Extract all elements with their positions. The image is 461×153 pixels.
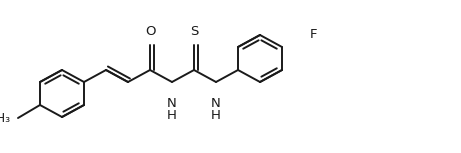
- Text: F: F: [310, 28, 318, 41]
- Text: S: S: [190, 25, 198, 38]
- Text: N
H: N H: [211, 97, 221, 122]
- Text: O: O: [145, 25, 155, 38]
- Text: CH₃: CH₃: [0, 112, 10, 125]
- Text: N
H: N H: [167, 97, 177, 122]
